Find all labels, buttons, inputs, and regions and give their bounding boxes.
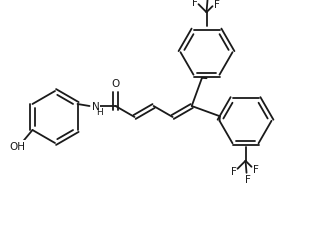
Text: F: F: [214, 0, 219, 10]
Text: OH: OH: [9, 141, 25, 151]
Text: F: F: [253, 164, 259, 174]
Text: F: F: [230, 166, 236, 176]
Text: N: N: [92, 101, 99, 112]
Text: F: F: [244, 174, 250, 184]
Text: O: O: [111, 79, 120, 89]
Text: F: F: [192, 0, 198, 8]
Text: H: H: [96, 108, 103, 117]
